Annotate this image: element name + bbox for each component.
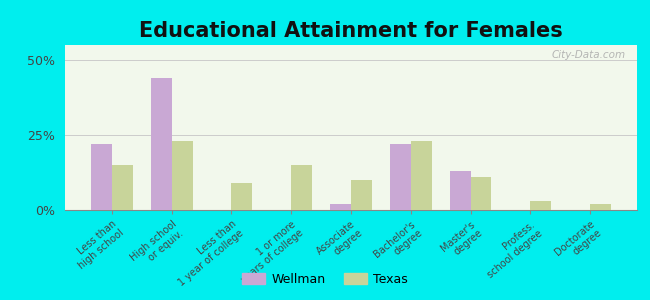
- Bar: [291, 165, 312, 210]
- Bar: [411, 141, 432, 210]
- Bar: [91, 144, 112, 210]
- Title: Educational Attainment for Females: Educational Attainment for Females: [139, 21, 563, 41]
- Bar: [471, 177, 491, 210]
- Bar: [231, 183, 252, 210]
- Bar: [590, 204, 611, 210]
- Legend: Wellman, Texas: Wellman, Texas: [237, 268, 413, 291]
- Text: City-Data.com: City-Data.com: [551, 50, 625, 60]
- Bar: [151, 78, 172, 210]
- Bar: [351, 180, 372, 210]
- Bar: [172, 141, 192, 210]
- Bar: [450, 171, 471, 210]
- Bar: [330, 204, 351, 210]
- Bar: [112, 165, 133, 210]
- Bar: [390, 144, 411, 210]
- Bar: [530, 201, 551, 210]
